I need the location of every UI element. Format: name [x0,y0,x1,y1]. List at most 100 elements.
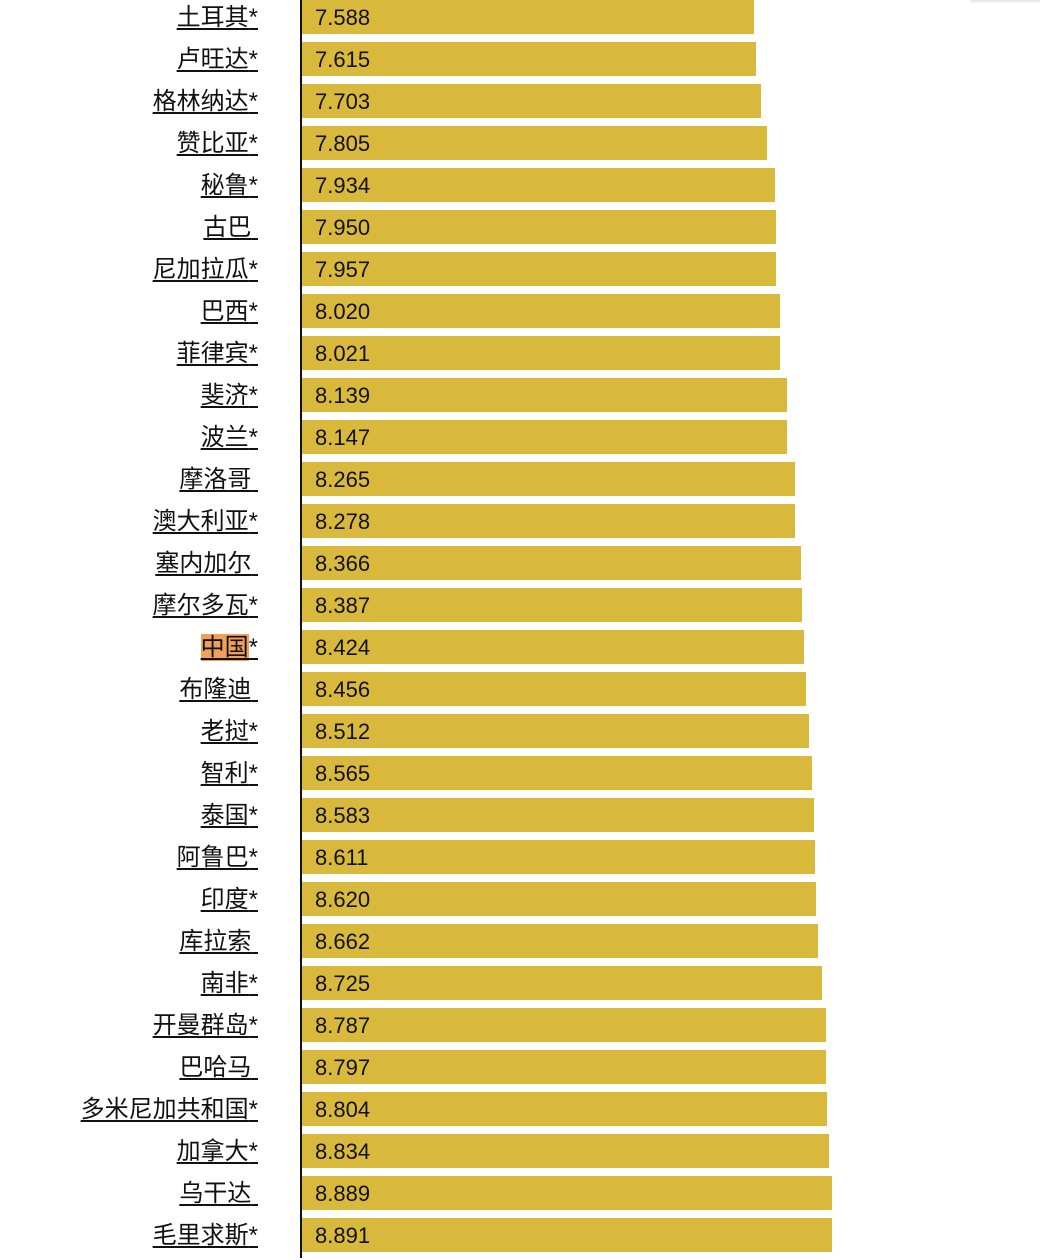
category-label-link[interactable]: 泰国* [201,802,258,830]
chart-row: 开曼群岛* 8.787 [0,1008,1040,1050]
bar-value-label: 7.703 [315,89,371,114]
bar-value-label: 8.456 [315,677,371,702]
category-label-link[interactable]: 毛里求斯* [153,1222,258,1250]
category-marker: * [248,634,258,661]
bar-value-label: 8.020 [315,299,371,324]
category-label-link[interactable]: 南非* [201,970,258,998]
category-marker: * [248,256,258,283]
category-marker: * [248,592,258,619]
chart-row: 格林纳达* 7.703 [0,84,1040,126]
category-marker: * [248,46,258,73]
category-marker [251,928,258,955]
bar [302,84,761,118]
bar [302,630,805,664]
category-name: 泰国 [200,802,249,829]
chart-row: 巴西* 8.020 [0,294,1040,336]
bar-value-label: 8.565 [315,761,371,786]
category-label-link[interactable]: 巴哈马 [179,1054,258,1082]
category-label-link[interactable]: 多米尼加共和国* [81,1096,258,1124]
bar-value-label: 8.366 [315,551,371,576]
chart-row: 土耳其* 7.588 [0,0,1040,42]
category-marker [251,214,258,241]
bar-value-label: 7.588 [315,5,371,30]
chart-row: 中国* 8.424 [0,630,1040,672]
category-marker: * [248,1138,258,1165]
category-label-link[interactable]: 古巴 [203,214,258,242]
chart-row: 摩洛哥 8.265 [0,462,1040,504]
category-name: 卢旺达 [176,46,249,73]
bar-value-label: 8.139 [315,383,371,408]
category-marker: * [248,760,258,787]
category-marker: * [248,508,258,535]
bar-value-label: 8.278 [315,509,371,534]
category-name: 菲律宾 [176,340,249,367]
chart-row: 印度* 8.620 [0,882,1040,924]
bar [302,924,819,958]
category-marker: * [248,382,258,409]
category-label-link[interactable]: 乌干达 [179,1180,258,1208]
category-name: 古巴 [203,214,252,241]
bar [302,1218,832,1252]
category-marker: * [248,88,258,115]
bar [302,714,810,748]
category-label-link[interactable]: 卢旺达* [177,46,258,74]
bar-value-label: 7.934 [315,173,371,198]
category-label-link[interactable]: 中国* [200,634,258,662]
category-name: 波兰 [200,424,249,451]
category-label-link[interactable]: 开曼群岛* [153,1012,258,1040]
category-marker: * [248,886,258,913]
bar-value-label: 8.512 [315,719,371,744]
bar-value-label: 8.725 [315,971,371,996]
category-label-link[interactable]: 摩尔多瓦* [153,592,258,620]
category-label-link[interactable]: 巴西* [201,298,258,326]
category-label-link[interactable]: 布隆迪 [179,676,258,704]
bar [302,504,796,538]
bar [302,966,823,1000]
category-label-link[interactable]: 波兰* [201,424,258,452]
category-label-link[interactable]: 斐济* [201,382,258,410]
category-label-link[interactable]: 摩洛哥 [179,466,258,494]
chart-row: 古巴 7.950 [0,210,1040,252]
category-marker [251,466,258,493]
category-name: 摩洛哥 [179,466,252,493]
category-label-link[interactable]: 格林纳达* [153,88,258,116]
category-label-link[interactable]: 尼加拉瓜* [153,256,258,284]
category-label-link[interactable]: 澳大利亚* [153,508,258,536]
chart-row: 塞内加尔 8.366 [0,546,1040,588]
bar-value-label: 8.889 [315,1181,371,1206]
category-name: 尼加拉瓜 [152,256,249,283]
category-label-link[interactable]: 秘鲁* [201,172,258,200]
category-label-link[interactable]: 加拿大* [177,1138,258,1166]
category-name: 塞内加尔 [155,550,252,577]
bar [302,210,776,244]
category-marker: * [248,1096,258,1123]
bar [302,294,780,328]
category-marker: * [248,970,258,997]
category-label-link[interactable]: 阿鲁巴* [177,844,258,872]
bar-value-label: 8.611 [315,845,369,870]
bar-value-label: 8.620 [315,887,371,912]
bar [302,336,780,370]
category-label-link[interactable]: 土耳其* [177,4,258,32]
category-marker: * [248,172,258,199]
category-marker [251,1180,258,1207]
bar [302,420,788,454]
category-name: 中国 [200,634,249,661]
category-marker: * [248,718,258,745]
category-label-link[interactable]: 赞比亚* [177,130,258,158]
bar-value-label: 7.615 [315,47,371,72]
category-label-link[interactable]: 塞内加尔 [155,550,258,578]
category-axis-line [300,0,302,1258]
bar [302,588,802,622]
category-label-link[interactable]: 印度* [201,886,258,914]
category-name: 开曼群岛 [152,1012,249,1039]
bar [302,756,813,790]
category-name: 赞比亚 [176,130,249,157]
category-label-link[interactable]: 菲律宾* [177,340,258,368]
category-label-link[interactable]: 老挝* [201,718,258,746]
category-label-link[interactable]: 库拉索 [179,928,258,956]
category-label-link[interactable]: 智利* [201,760,258,788]
bar [302,1092,827,1126]
bar [302,546,801,580]
